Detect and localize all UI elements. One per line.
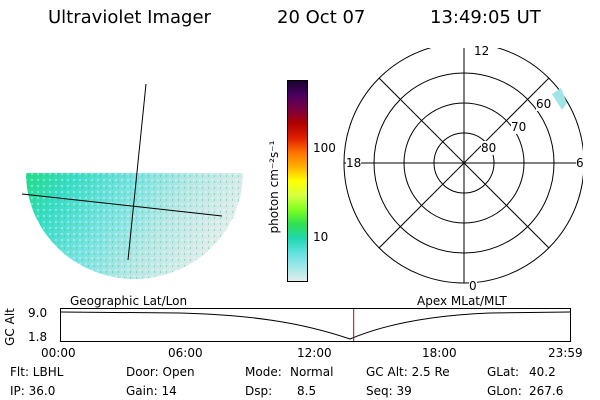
mode-label: Mode: xyxy=(245,365,282,379)
timeline-left-label: Geographic Lat/Lon xyxy=(70,294,188,308)
mlt-label-0: 0 xyxy=(469,279,477,293)
timeline-axis-label: GC Alt xyxy=(2,308,17,346)
glon-value: 267.6 xyxy=(529,384,564,398)
timeline-xtick-1200: 12:00 xyxy=(297,346,332,360)
colorbar-tick-100: 100 xyxy=(313,141,336,155)
timeline-plot xyxy=(60,308,571,342)
timeline-xtick-2359: 23:59 xyxy=(548,346,583,360)
color-bar xyxy=(287,80,308,282)
meridian-line xyxy=(127,83,147,261)
mode-value: Normal xyxy=(290,365,334,379)
aurora-patch xyxy=(552,88,567,110)
glat-label: GLat: xyxy=(487,365,520,379)
seq-field: Seq: 39 xyxy=(366,384,412,398)
flt-field: Flt: LBHL xyxy=(10,365,64,379)
mlt-label-18: 18 xyxy=(346,156,362,170)
app-title: Ultraviolet Imager xyxy=(48,7,211,28)
timeline-xtick-0600: 06:00 xyxy=(168,346,203,360)
mlt-label-12: 12 xyxy=(474,44,490,58)
date-label: 20 Oct 07 xyxy=(277,7,366,28)
glat-value: 40.2 xyxy=(529,365,556,379)
door-field: Door: Open xyxy=(126,365,195,379)
mlt-label-6: 6 xyxy=(576,156,584,170)
glon-label: GLon: xyxy=(487,384,522,398)
parallel-line xyxy=(21,193,223,217)
altitude-curve xyxy=(60,311,571,340)
time-label: 13:49:05 UT xyxy=(430,7,541,28)
timeline-xtick-0000: 00:00 xyxy=(41,346,76,360)
lat-label-80: 80 xyxy=(481,141,497,155)
colorbar-unit-label: photon cm⁻²s⁻¹ xyxy=(267,140,281,234)
dsp-value: 8.5 xyxy=(297,384,317,398)
lat-label-70: 70 xyxy=(511,120,527,134)
gc-alt-field: GC Alt: 2.5 Re xyxy=(366,365,450,379)
timeline-ytick-high: 9.0 xyxy=(28,306,48,320)
timeline-frame xyxy=(60,308,571,342)
timeline-right-label: Apex MLat/MLT xyxy=(417,294,507,308)
lat-label-60: 60 xyxy=(536,97,552,111)
geographic-image xyxy=(21,83,243,279)
dsp-label: Dsp: xyxy=(245,384,273,398)
timeline-ytick-low: 1.8 xyxy=(28,330,48,344)
polar-plot xyxy=(343,48,583,284)
colorbar-tick-10: 10 xyxy=(313,230,329,244)
timeline-xtick-1800: 18:00 xyxy=(422,346,457,360)
gain-field: Gain: 14 xyxy=(126,384,177,398)
ip-field: IP: 36.0 xyxy=(10,384,56,398)
